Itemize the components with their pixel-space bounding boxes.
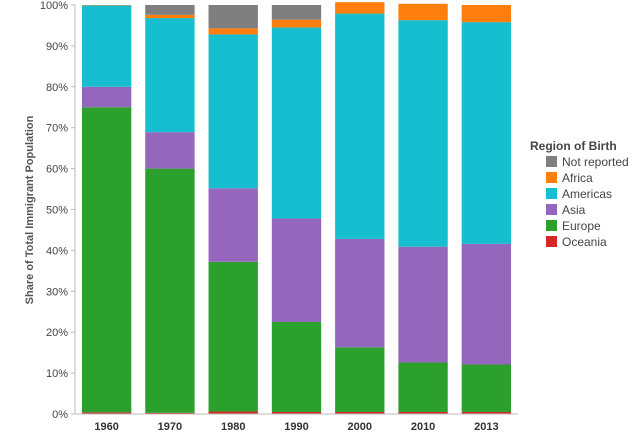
bar-segment-oceania-2000[interactable]	[335, 411, 385, 414]
bar-segment-asia-1960[interactable]	[81, 86, 132, 108]
bar-segment-americas-2013[interactable]	[461, 22, 512, 244]
bar-segment-oceania-1960[interactable]	[81, 412, 132, 414]
bar-segment-europe-2000[interactable]	[335, 347, 385, 412]
y-tick-label: 70%	[46, 123, 68, 135]
bar-segment-asia-2000[interactable]	[335, 238, 385, 348]
y-tick-label: 80%	[46, 82, 68, 94]
legend-label: Americas	[562, 187, 612, 201]
bar-stack-1990	[271, 5, 322, 414]
y-tick-label: 40%	[46, 245, 68, 257]
bar-segment-africa-2013[interactable]	[461, 5, 512, 23]
bar-stack-2013	[461, 5, 512, 414]
y-tick-label: 30%	[46, 286, 68, 298]
y-tick-label: 10%	[46, 368, 68, 380]
legend-item-europe[interactable]: Europe	[546, 219, 601, 233]
bar-segment-not-reported-1980[interactable]	[208, 5, 258, 29]
x-tick-label: 2010	[411, 421, 435, 433]
bars	[81, 2, 512, 414]
bar-segment-americas-1960[interactable]	[81, 5, 132, 87]
bar-segment-europe-1990[interactable]	[271, 321, 322, 412]
bar-segment-asia-2010[interactable]	[398, 246, 448, 363]
bar-segment-africa-1980[interactable]	[208, 28, 258, 35]
x-tick-label: 1960	[94, 421, 118, 433]
legend-label: Not reported	[562, 155, 629, 169]
x-tick-label: 1970	[158, 421, 182, 433]
legend-item-not-reported[interactable]: Not reported	[546, 155, 629, 169]
bar-segment-asia-1980[interactable]	[208, 188, 258, 262]
bar-segment-asia-1970[interactable]	[145, 132, 195, 169]
legend-item-americas[interactable]: Americas	[546, 187, 612, 201]
y-tick-label: 20%	[46, 327, 68, 339]
y-tick-label: 60%	[46, 164, 68, 176]
legend-swatch	[546, 220, 557, 231]
legend-swatch	[546, 188, 557, 199]
bar-segment-asia-2013[interactable]	[461, 243, 512, 365]
legend-swatch	[546, 172, 557, 183]
legend-label: Asia	[562, 203, 586, 217]
y-axis-title: Share of Total Immigrant Population	[24, 115, 36, 304]
bar-segment-europe-2010[interactable]	[398, 362, 448, 412]
x-tick-label: 1980	[221, 421, 245, 433]
y-tick-label: 90%	[46, 41, 68, 53]
legend-item-asia[interactable]: Asia	[546, 203, 586, 217]
x-tick-label: 2000	[348, 421, 372, 433]
bar-segment-europe-1980[interactable]	[208, 261, 258, 412]
bar-segment-oceania-2013[interactable]	[461, 411, 512, 414]
bar-segment-africa-2010[interactable]	[398, 3, 448, 21]
bar-segment-africa-1990[interactable]	[271, 19, 322, 28]
bar-segment-oceania-1980[interactable]	[208, 411, 258, 414]
bar-segment-europe-2013[interactable]	[461, 364, 512, 412]
legend-title: Region of Birth	[530, 139, 617, 153]
bar-segment-not-reported-1970[interactable]	[145, 5, 195, 15]
bar-stack-1970	[145, 5, 195, 414]
bar-segment-not-reported-1990[interactable]	[271, 5, 322, 20]
bar-segment-americas-2000[interactable]	[335, 13, 385, 239]
bar-segment-africa-2000[interactable]	[335, 2, 385, 14]
legend-item-africa[interactable]: Africa	[546, 171, 593, 185]
x-axis: 1960 1970 1980 1990 2000 2010 2013	[75, 413, 518, 433]
bar-segment-americas-2010[interactable]	[398, 20, 448, 247]
legend-item-oceania[interactable]: Oceania	[546, 235, 607, 249]
y-tick-label: 100%	[40, 0, 68, 12]
y-tick-label: 0%	[52, 409, 68, 421]
bar-segment-europe-1970[interactable]	[145, 168, 195, 413]
bar-stack-2000	[335, 2, 385, 414]
bar-segment-oceania-2010[interactable]	[398, 411, 448, 414]
bar-segment-europe-1960[interactable]	[81, 107, 132, 413]
bar-stack-1980	[208, 5, 258, 414]
legend-label: Europe	[562, 219, 601, 233]
y-tick-label: 50%	[46, 205, 68, 217]
legend-swatch	[546, 236, 557, 247]
x-tick-label: 2013	[474, 421, 498, 433]
bar-segment-americas-1970[interactable]	[145, 18, 195, 133]
bar-segment-oceania-1990[interactable]	[271, 411, 322, 414]
bar-segment-africa-1970[interactable]	[145, 14, 195, 19]
bar-stack-2010	[398, 3, 448, 414]
legend-label: Oceania	[562, 235, 607, 249]
y-axis: 0% 10% 20% 30% 40% 50% 60% 70% 80% 90% 100%	[40, 0, 76, 421]
bar-segment-oceania-1970[interactable]	[145, 412, 195, 414]
bar-segment-americas-1980[interactable]	[208, 34, 258, 189]
bar-stack-1960	[81, 5, 132, 414]
legend-swatch	[546, 156, 557, 167]
bar-segment-americas-1990[interactable]	[271, 27, 322, 219]
legend: Region of Birth Not reported Africa Americ…	[530, 139, 629, 249]
legend-label: Africa	[562, 171, 593, 185]
x-tick-label: 1990	[284, 421, 308, 433]
bar-segment-asia-1990[interactable]	[271, 218, 322, 322]
legend-swatch	[546, 204, 557, 215]
